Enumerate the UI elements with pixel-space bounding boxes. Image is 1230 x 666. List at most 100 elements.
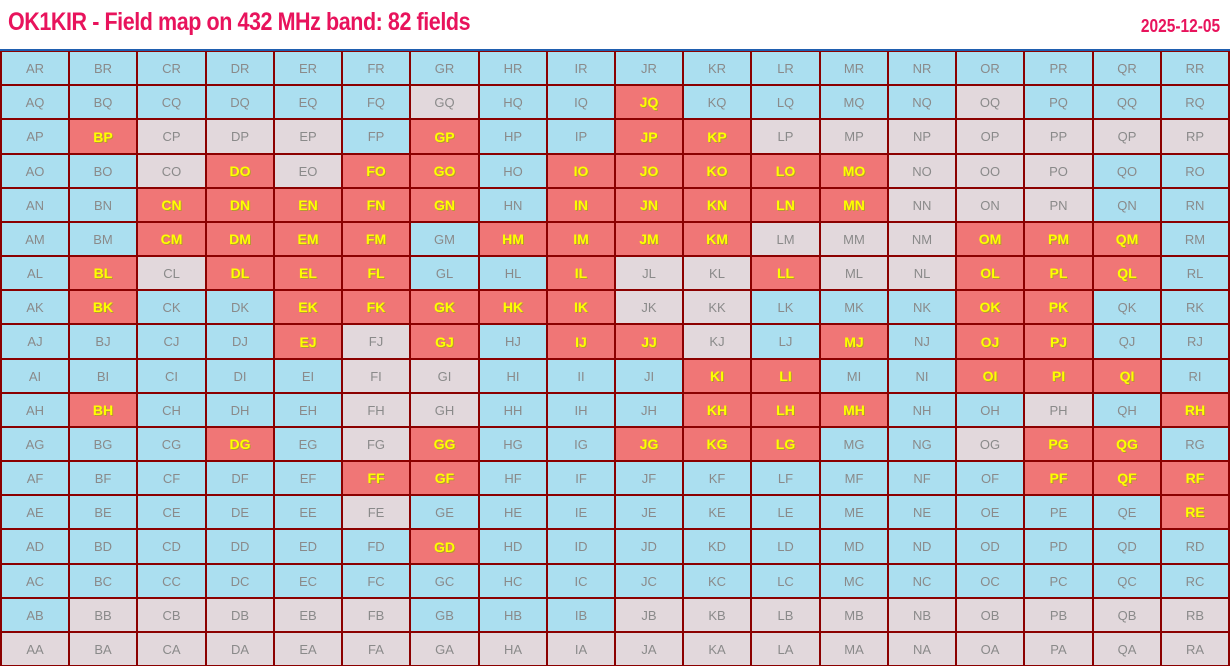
field-cell-cc: CC [138, 565, 205, 597]
date-label: 2025-12-05 [1140, 16, 1220, 36]
field-cell-bf: BF [70, 462, 136, 494]
field-cell-fb: FB [343, 599, 409, 631]
field-cell-fl: FL [343, 257, 409, 289]
field-cell-po: PO [1025, 155, 1092, 187]
field-cell-ak: AK [2, 291, 68, 323]
field-cell-gd: GD [411, 530, 478, 563]
field-cell-pk: PK [1025, 291, 1092, 323]
field-cell-id: ID [548, 530, 614, 563]
field-cell-bj: BJ [70, 325, 136, 358]
field-cell-qa: QA [1094, 633, 1160, 665]
field-cell-bk: BK [70, 291, 136, 323]
field-cell-pb: PB [1025, 599, 1092, 631]
field-cell-nj: NJ [889, 325, 955, 358]
field-cell-db: DB [207, 599, 273, 631]
field-cell-bo: BO [70, 155, 136, 187]
field-cell-ff: FF [343, 462, 409, 494]
field-cell-go: GO [411, 155, 478, 187]
field-cell-nh: NH [889, 394, 955, 426]
field-cell-rb: RB [1162, 599, 1228, 631]
field-cell-je: JE [616, 496, 682, 528]
field-cell-fr: FR [343, 52, 409, 84]
field-cell-ch: CH [138, 394, 205, 426]
field-cell-jb: JB [616, 599, 682, 631]
field-cell-de: DE [207, 496, 273, 528]
field-cell-fi: FI [343, 360, 409, 392]
field-cell-kj: KJ [684, 325, 750, 358]
field-cell-hk: HK [480, 291, 546, 323]
field-cell-ne: NE [889, 496, 955, 528]
field-cell-ok: OK [957, 291, 1023, 323]
field-cell-eb: EB [275, 599, 341, 631]
field-cell-na: NA [889, 633, 955, 665]
field-cell-fh: FH [343, 394, 409, 426]
field-cell-dl: DL [207, 257, 273, 289]
field-cell-gf: GF [411, 462, 478, 494]
field-cell-fp: FP [343, 120, 409, 153]
field-cell-cj: CJ [138, 325, 205, 358]
field-cell-fa: FA [343, 633, 409, 665]
field-cell-pg: PG [1025, 428, 1092, 460]
field-cell-cn: CN [138, 189, 205, 221]
field-cell-fm: FM [343, 223, 409, 255]
field-cell-ll: LL [752, 257, 819, 289]
field-cell-er: ER [275, 52, 341, 84]
field-cell-ah: AH [2, 394, 68, 426]
field-cell-cf: CF [138, 462, 205, 494]
field-cell-ab: AB [2, 599, 68, 631]
field-cell-rl: RL [1162, 257, 1228, 289]
field-cell-oq: OQ [957, 86, 1023, 118]
field-cell-ib: IB [548, 599, 614, 631]
field-cell-pf: PF [1025, 462, 1092, 494]
field-cell-ml: ML [821, 257, 887, 289]
field-cell-lh: LH [752, 394, 819, 426]
field-cell-rj: RJ [1162, 325, 1228, 358]
field-cell-nl: NL [889, 257, 955, 289]
field-cell-mm: MM [821, 223, 887, 255]
field-cell-ig: IG [548, 428, 614, 460]
field-cell-pn: PN [1025, 189, 1092, 221]
field-cell-hc: HC [480, 565, 546, 597]
field-cell-pc: PC [1025, 565, 1092, 597]
field-cell-ji: JI [616, 360, 682, 392]
field-cell-qc: QC [1094, 565, 1160, 597]
field-cell-lp: LP [752, 120, 819, 153]
field-cell-pp: PP [1025, 120, 1092, 153]
field-cell-nd: ND [889, 530, 955, 563]
field-cell-nb: NB [889, 599, 955, 631]
field-cell-lm: LM [752, 223, 819, 255]
field-cell-ja: JA [616, 633, 682, 665]
field-cell-dd: DD [207, 530, 273, 563]
field-cell-ld: LD [752, 530, 819, 563]
field-cell-dp: DP [207, 120, 273, 153]
field-cell-bh: BH [70, 394, 136, 426]
field-cell-qp: QP [1094, 120, 1160, 153]
field-cell-ip: IP [548, 120, 614, 153]
field-cell-om: OM [957, 223, 1023, 255]
field-cell-hh: HH [480, 394, 546, 426]
field-cell-gk: GK [411, 291, 478, 323]
field-cell-kl: KL [684, 257, 750, 289]
field-cell-el: EL [275, 257, 341, 289]
field-cell-hd: HD [480, 530, 546, 563]
field-cell-ka: KA [684, 633, 750, 665]
field-cell-hj: HJ [480, 325, 546, 358]
field-cell-nr: NR [889, 52, 955, 84]
field-cell-ci: CI [138, 360, 205, 392]
field-cell-do: DO [207, 155, 273, 187]
field-cell-ng: NG [889, 428, 955, 460]
field-cell-kq: KQ [684, 86, 750, 118]
field-cell-qd: QD [1094, 530, 1160, 563]
field-cell-bn: BN [70, 189, 136, 221]
field-cell-ar: AR [2, 52, 68, 84]
field-cell-nq: NQ [889, 86, 955, 118]
field-cell-ge: GE [411, 496, 478, 528]
field-cell-ki: KI [684, 360, 750, 392]
field-cell-lo: LO [752, 155, 819, 187]
field-cell-jd: JD [616, 530, 682, 563]
field-cell-jf: JF [616, 462, 682, 494]
field-cell-nk: NK [889, 291, 955, 323]
field-cell-fj: FJ [343, 325, 409, 358]
field-cell-qm: QM [1094, 223, 1160, 255]
field-cell-am: AM [2, 223, 68, 255]
